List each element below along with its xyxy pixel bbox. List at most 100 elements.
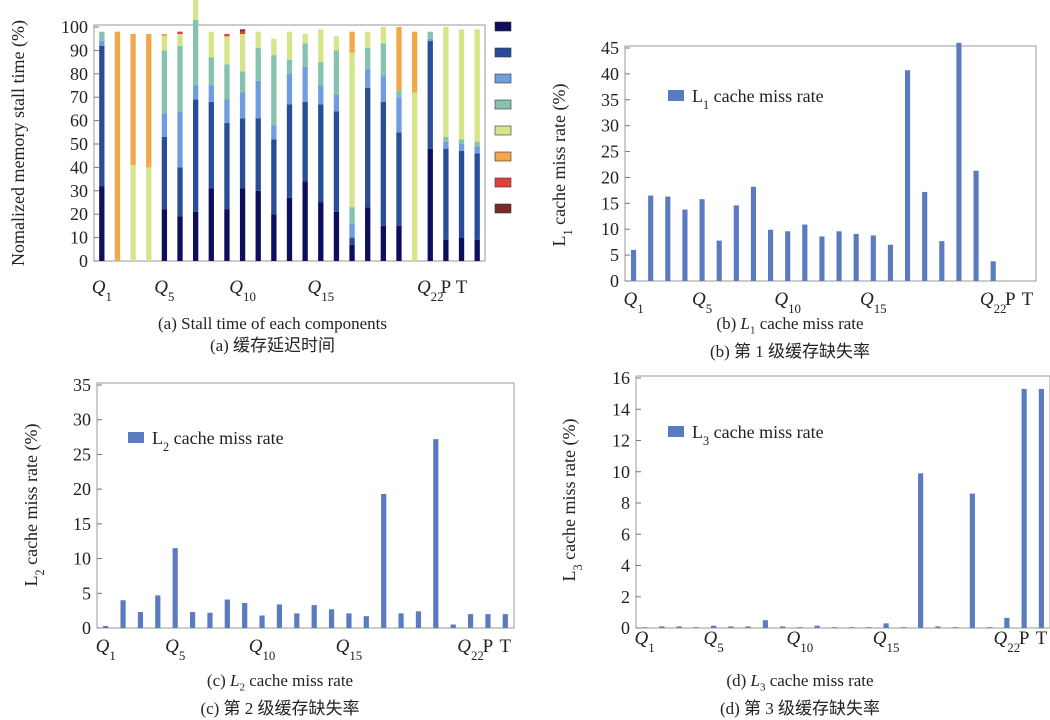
chart-c-bar	[415, 611, 422, 628]
chart-a-bar-segment	[114, 31, 121, 262]
chart-a-bar-segment	[99, 41, 105, 46]
chart-a-bar-segment	[208, 188, 214, 261]
chart-c-bar	[137, 612, 144, 628]
chart-d-ytick-label: 14	[612, 399, 630, 419]
chart-a-bar-segment	[349, 31, 355, 53]
chart-a-bar-segment	[255, 48, 261, 81]
chart-c-legend-swatch	[128, 432, 144, 443]
chart-d-bar	[831, 627, 837, 629]
chart-a-bar-segment	[427, 41, 433, 149]
chart-a-bar-segment	[271, 38, 277, 56]
chart-a-legend-swatch	[494, 73, 512, 84]
chart-a-bar-segment	[161, 36, 168, 51]
chart-a-bar-segment	[177, 111, 183, 168]
chart-b-bar	[904, 70, 911, 282]
chart-d-bar	[849, 627, 855, 629]
chart-a-xtick-label: Q1	[92, 277, 112, 304]
chart-a-bar-segment	[177, 45, 183, 112]
chart-d-bar	[676, 626, 682, 628]
chart-b-bar	[665, 196, 671, 281]
chart-a-bar-segment	[365, 87, 371, 208]
chart-a-ytick-label: 10	[70, 228, 88, 248]
chart-d-xtick-label: Q1	[635, 628, 655, 655]
chart-d-ytick-label: 2	[621, 587, 630, 607]
chart-a-bar-segment	[333, 111, 340, 212]
caption-c-zh: (c) 第 2 级缓存缺失率	[200, 699, 360, 719]
chart-a-bar-segment	[318, 85, 324, 105]
chart-c-bar	[189, 612, 196, 628]
chart-a-bar-segment	[146, 167, 152, 261]
chart-a-bar-segment	[193, 211, 199, 261]
chart-a-bar-segment	[193, 0, 199, 20]
chart-a-bar-segment	[318, 29, 324, 63]
chart-c-xtick-label: Q22	[457, 636, 484, 663]
chart-a-legend-swatch	[494, 125, 512, 136]
chart-a-bar-segment	[99, 45, 105, 187]
chart-a-bar-segment	[208, 31, 214, 58]
chart-a-bar-segment	[99, 186, 105, 261]
chart-a-ytick-label: 70	[70, 87, 88, 107]
chart-c-bar	[242, 603, 248, 628]
caption-d-zh: (d) 第 3 级缓存缺失率	[719, 699, 881, 719]
chart-a-bar-segment	[443, 141, 449, 149]
chart-c-bar	[363, 616, 369, 628]
chart-a-bar-segment	[286, 59, 293, 74]
chart-c-ytick-label: 0	[82, 618, 91, 638]
chart-c-bar	[224, 599, 230, 628]
chart-a-bar-segment	[193, 99, 199, 212]
chart-d-xtick-label: T	[1036, 628, 1048, 649]
chart-a-ytick-label: 80	[70, 64, 88, 84]
chart-d-bar	[1038, 388, 1044, 628]
chart-b-bar	[922, 191, 928, 281]
chart-b-xtick-label: P	[1005, 289, 1016, 310]
chart-b-bar	[956, 42, 962, 282]
chart-a-bar-segment	[239, 118, 246, 189]
chart-c-bar	[276, 604, 283, 628]
chart-a-bar-segment	[99, 31, 105, 42]
chart-a-bar-segment	[474, 141, 480, 147]
chart-a-bar-segment	[302, 43, 308, 67]
chart-b-xtick-label: T	[1022, 289, 1034, 310]
chart-a-bar-segment	[224, 209, 230, 261]
caption-d: (d) L3 cache miss rate (d) 第 3 级缓存缺失率	[620, 670, 980, 720]
chart-a-legend-swatch	[494, 177, 512, 188]
chart-d-bar	[659, 626, 665, 628]
chart-b-bar	[785, 231, 791, 281]
chart-d-bar	[952, 627, 958, 629]
chart-c-ytick-label: 35	[73, 375, 91, 395]
chart-a-bar-segment	[474, 239, 480, 261]
chart-a-bar-segment	[255, 31, 261, 49]
chart-a-ylabel: Nomalized memory stall time (%)	[8, 20, 29, 266]
chart-b-bar	[682, 209, 688, 281]
chart-a-bar-segment	[349, 244, 355, 261]
chart-a-bar-segment	[224, 34, 230, 37]
chart-a-bar-segment	[349, 223, 355, 238]
chart-a-bar-segment	[318, 202, 324, 261]
chart-c-bar	[381, 494, 387, 628]
chart-a-ytick-label: 100	[61, 17, 88, 37]
chart-a-bar-segment	[302, 181, 308, 261]
chart-d-bar	[1004, 617, 1010, 628]
chart-c-bar	[172, 548, 178, 628]
chart-a-bar-segment	[380, 43, 386, 77]
chart-a-bar-segment	[302, 34, 308, 44]
chart-a-bar-segment	[458, 144, 465, 152]
chart-a-ytick-label: 40	[70, 157, 88, 177]
chart-a-bar-segment	[458, 151, 465, 238]
chart-a-bar-segment	[177, 167, 183, 217]
chart-a-bar-segment	[239, 31, 246, 35]
chart-b-bar	[699, 199, 705, 281]
chart-a-xtick-label: T	[456, 277, 468, 298]
chart-a-bar-segment	[443, 148, 449, 240]
chart-d-xtick-label: P	[1019, 628, 1030, 649]
caption-c-en: (c) L2 cache miss rate	[206, 671, 354, 694]
chart-c-bar	[485, 614, 491, 628]
chart-a-bar-segment	[239, 188, 246, 261]
chart-a-bar-segment	[208, 101, 214, 189]
chart-d-bar	[711, 625, 717, 628]
chart-a-bar-segment	[318, 62, 324, 86]
chart-a-bar-segment	[443, 239, 449, 261]
chart-b-xtick-label: Q10	[774, 289, 801, 316]
chart-c-bar	[398, 613, 404, 628]
